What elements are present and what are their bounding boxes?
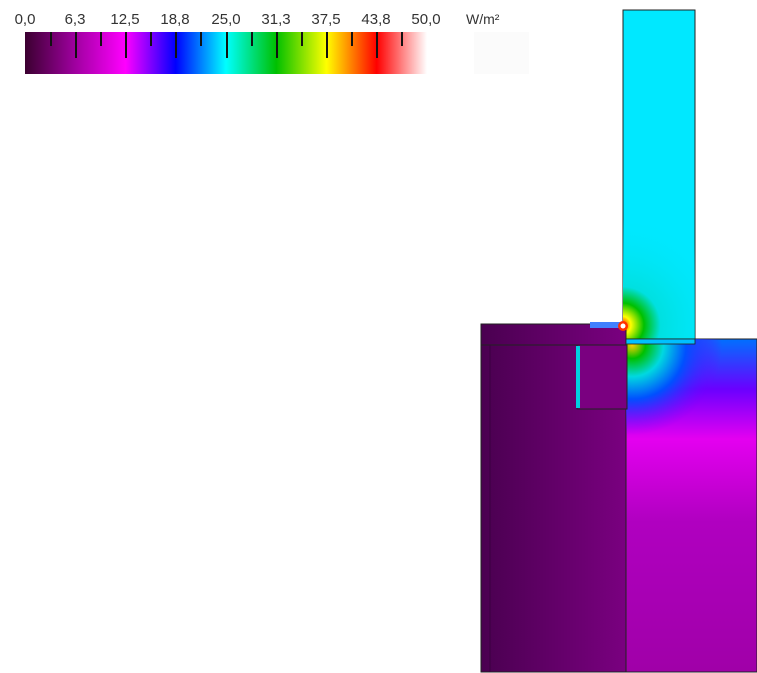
tick-label-8: 50,0 bbox=[411, 11, 441, 28]
thin-strip bbox=[625, 338, 696, 345]
scale-tick bbox=[251, 32, 253, 46]
scale-tick bbox=[50, 32, 52, 46]
scale-tick bbox=[276, 32, 278, 58]
tick-label-0: 0,0 bbox=[14, 11, 36, 28]
scale-tick bbox=[351, 32, 353, 46]
tick-label-1: 6,3 bbox=[64, 11, 86, 28]
unit-label: W/m² bbox=[466, 11, 500, 27]
scale-tick bbox=[75, 32, 77, 58]
scale-tick bbox=[125, 32, 127, 58]
top-edge-strip bbox=[590, 322, 623, 328]
scale-tick bbox=[200, 32, 202, 46]
inner-box-edge bbox=[576, 346, 580, 408]
tick-label-6: 37,5 bbox=[311, 11, 341, 28]
tick-label-2: 12,5 bbox=[110, 11, 140, 28]
scale-tick bbox=[150, 32, 152, 46]
tick-label-5: 31,3 bbox=[261, 11, 291, 28]
scale-tick bbox=[376, 32, 378, 58]
scale-tick bbox=[401, 32, 403, 46]
scale-tick bbox=[226, 32, 228, 58]
corner-hotspot-inner bbox=[620, 323, 626, 329]
tick-label-4: 25,0 bbox=[211, 11, 241, 28]
vertical-slab-gradient bbox=[623, 220, 695, 343]
tick-label-7: 43,8 bbox=[361, 11, 391, 28]
color-scale-legend: 0,0 6,3 12,5 18,8 25,0 31,3 37,5 43,8 50… bbox=[0, 0, 540, 80]
scale-tick bbox=[100, 32, 102, 46]
tick-label-3: 18,8 bbox=[160, 11, 190, 28]
scale-tick bbox=[326, 32, 328, 58]
scale-tick bbox=[175, 32, 177, 58]
right-block-hotspot bbox=[626, 339, 757, 449]
inner-box bbox=[576, 344, 628, 410]
scale-blank-segment bbox=[474, 32, 529, 74]
scale-tick bbox=[301, 32, 303, 46]
